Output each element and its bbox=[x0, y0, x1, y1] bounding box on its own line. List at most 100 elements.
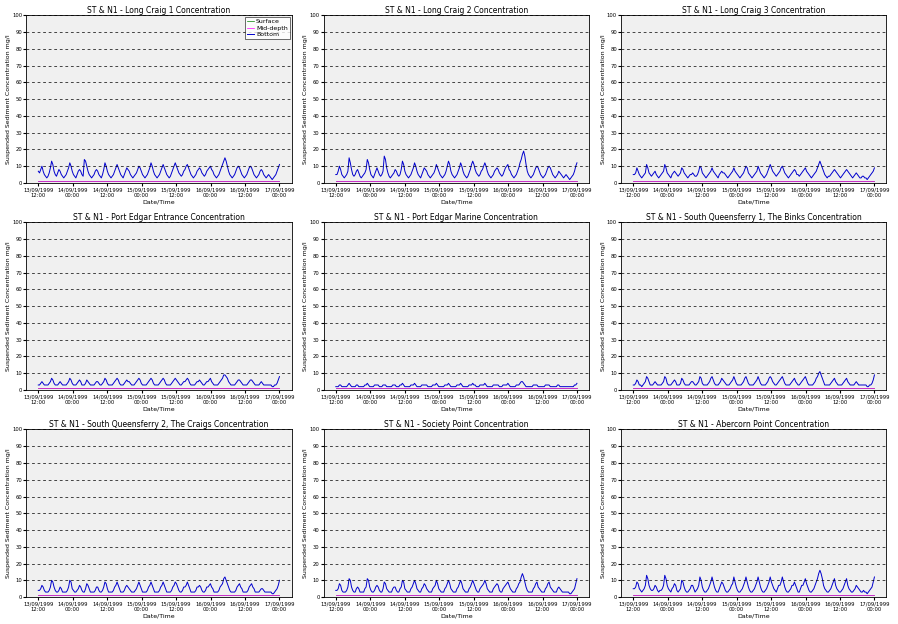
Bottom bbox=[394, 585, 405, 592]
Mid-depth bbox=[559, 177, 570, 185]
Surface bbox=[330, 177, 341, 185]
Bottom bbox=[394, 381, 405, 389]
Mid-depth bbox=[274, 384, 285, 392]
Surface bbox=[849, 177, 859, 185]
Surface bbox=[551, 592, 562, 599]
Bottom bbox=[638, 172, 648, 180]
Surface bbox=[345, 384, 356, 392]
Mid-depth bbox=[394, 384, 405, 392]
Bottom bbox=[693, 378, 704, 386]
Mid-depth bbox=[394, 177, 405, 185]
Surface bbox=[42, 177, 53, 185]
Surface bbox=[345, 177, 356, 185]
Mid-depth bbox=[559, 384, 570, 392]
Surface bbox=[274, 592, 285, 599]
Bottom bbox=[850, 585, 860, 592]
Line: Bottom: Bottom bbox=[336, 573, 577, 594]
Mid-depth bbox=[33, 592, 44, 599]
Bottom bbox=[263, 171, 274, 178]
Line: Bottom: Bottom bbox=[336, 151, 577, 180]
Mid-depth bbox=[253, 592, 264, 599]
Mid-depth bbox=[78, 592, 89, 599]
Surface bbox=[78, 384, 89, 392]
Bottom bbox=[219, 154, 230, 162]
Mid-depth bbox=[97, 177, 108, 185]
Surface bbox=[262, 592, 273, 599]
Mid-depth bbox=[345, 384, 356, 392]
Mid-depth bbox=[673, 384, 683, 392]
Mid-depth bbox=[274, 592, 285, 599]
Bottom bbox=[267, 383, 277, 391]
Bottom bbox=[552, 585, 563, 592]
Mid-depth bbox=[869, 177, 880, 185]
X-axis label: Date/Time: Date/Time bbox=[440, 613, 472, 618]
Bottom bbox=[564, 590, 575, 598]
Line: Bottom: Bottom bbox=[39, 375, 279, 387]
Surface bbox=[345, 592, 356, 599]
Y-axis label: Suspended Sediment Concentration mg/l: Suspended Sediment Concentration mg/l bbox=[5, 34, 11, 164]
Legend: Surface, Mid-depth, Bottom: Surface, Mid-depth, Bottom bbox=[245, 17, 290, 39]
Bottom bbox=[340, 172, 351, 180]
Mid-depth bbox=[638, 177, 648, 185]
Mid-depth bbox=[849, 177, 859, 185]
Bottom bbox=[814, 567, 825, 574]
Title: ST & N1 - Long Craig 2 Concentration: ST & N1 - Long Craig 2 Concentration bbox=[384, 6, 528, 14]
Surface bbox=[857, 384, 867, 392]
Mid-depth bbox=[571, 384, 582, 392]
Surface bbox=[394, 384, 405, 392]
Surface bbox=[253, 592, 264, 599]
Title: ST & N1 - Port Edgar Marine Concentration: ST & N1 - Port Edgar Marine Concentratio… bbox=[374, 213, 538, 222]
Mid-depth bbox=[33, 384, 44, 392]
Bottom bbox=[560, 588, 571, 596]
Y-axis label: Suspended Sediment Concentration mg/l: Suspended Sediment Concentration mg/l bbox=[303, 34, 308, 164]
Surface bbox=[673, 384, 683, 392]
Mid-depth bbox=[375, 592, 386, 599]
Y-axis label: Suspended Sediment Concentration mg/l: Suspended Sediment Concentration mg/l bbox=[303, 241, 308, 371]
Surface bbox=[638, 592, 648, 599]
Mid-depth bbox=[628, 592, 638, 599]
Bottom bbox=[97, 171, 108, 178]
Bottom bbox=[42, 588, 53, 596]
Surface bbox=[849, 384, 859, 392]
Bottom bbox=[628, 171, 638, 178]
Surface bbox=[330, 384, 341, 392]
Mid-depth bbox=[551, 177, 562, 185]
Surface bbox=[97, 384, 108, 392]
Bottom bbox=[375, 172, 386, 180]
Mid-depth bbox=[78, 384, 89, 392]
Surface bbox=[33, 384, 44, 392]
Surface bbox=[638, 384, 648, 392]
Bottom bbox=[345, 577, 356, 584]
Line: Bottom: Bottom bbox=[39, 158, 279, 180]
Surface bbox=[394, 592, 405, 599]
Surface bbox=[857, 592, 867, 599]
Mid-depth bbox=[628, 384, 638, 392]
X-axis label: Date/Time: Date/Time bbox=[440, 199, 472, 204]
Title: ST & N1 - Port Edgar Entrance Concentration: ST & N1 - Port Edgar Entrance Concentrat… bbox=[73, 213, 245, 222]
Line: Bottom: Bottom bbox=[633, 161, 875, 180]
Bottom bbox=[263, 381, 274, 389]
Mid-depth bbox=[330, 592, 341, 599]
X-axis label: Date/Time: Date/Time bbox=[737, 613, 770, 618]
Mid-depth bbox=[692, 177, 703, 185]
Surface bbox=[559, 177, 570, 185]
Line: Bottom: Bottom bbox=[633, 570, 875, 594]
Y-axis label: Suspended Sediment Concentration mg/l: Suspended Sediment Concentration mg/l bbox=[601, 34, 605, 164]
Bottom bbox=[274, 373, 285, 381]
Mid-depth bbox=[857, 384, 867, 392]
Bottom bbox=[48, 376, 58, 384]
Surface bbox=[330, 592, 341, 599]
Surface bbox=[78, 592, 89, 599]
Bottom bbox=[862, 590, 873, 598]
Mid-depth bbox=[857, 177, 867, 185]
Bottom bbox=[552, 171, 563, 178]
Mid-depth bbox=[857, 592, 867, 599]
Y-axis label: Suspended Sediment Concentration mg/l: Suspended Sediment Concentration mg/l bbox=[303, 449, 308, 578]
Surface bbox=[340, 384, 351, 392]
Bottom bbox=[673, 172, 683, 180]
Y-axis label: Suspended Sediment Concentration mg/l: Suspended Sediment Concentration mg/l bbox=[601, 241, 605, 371]
Bottom bbox=[274, 161, 285, 168]
Mid-depth bbox=[642, 384, 653, 392]
Bottom bbox=[219, 573, 230, 581]
Bottom bbox=[330, 383, 341, 391]
